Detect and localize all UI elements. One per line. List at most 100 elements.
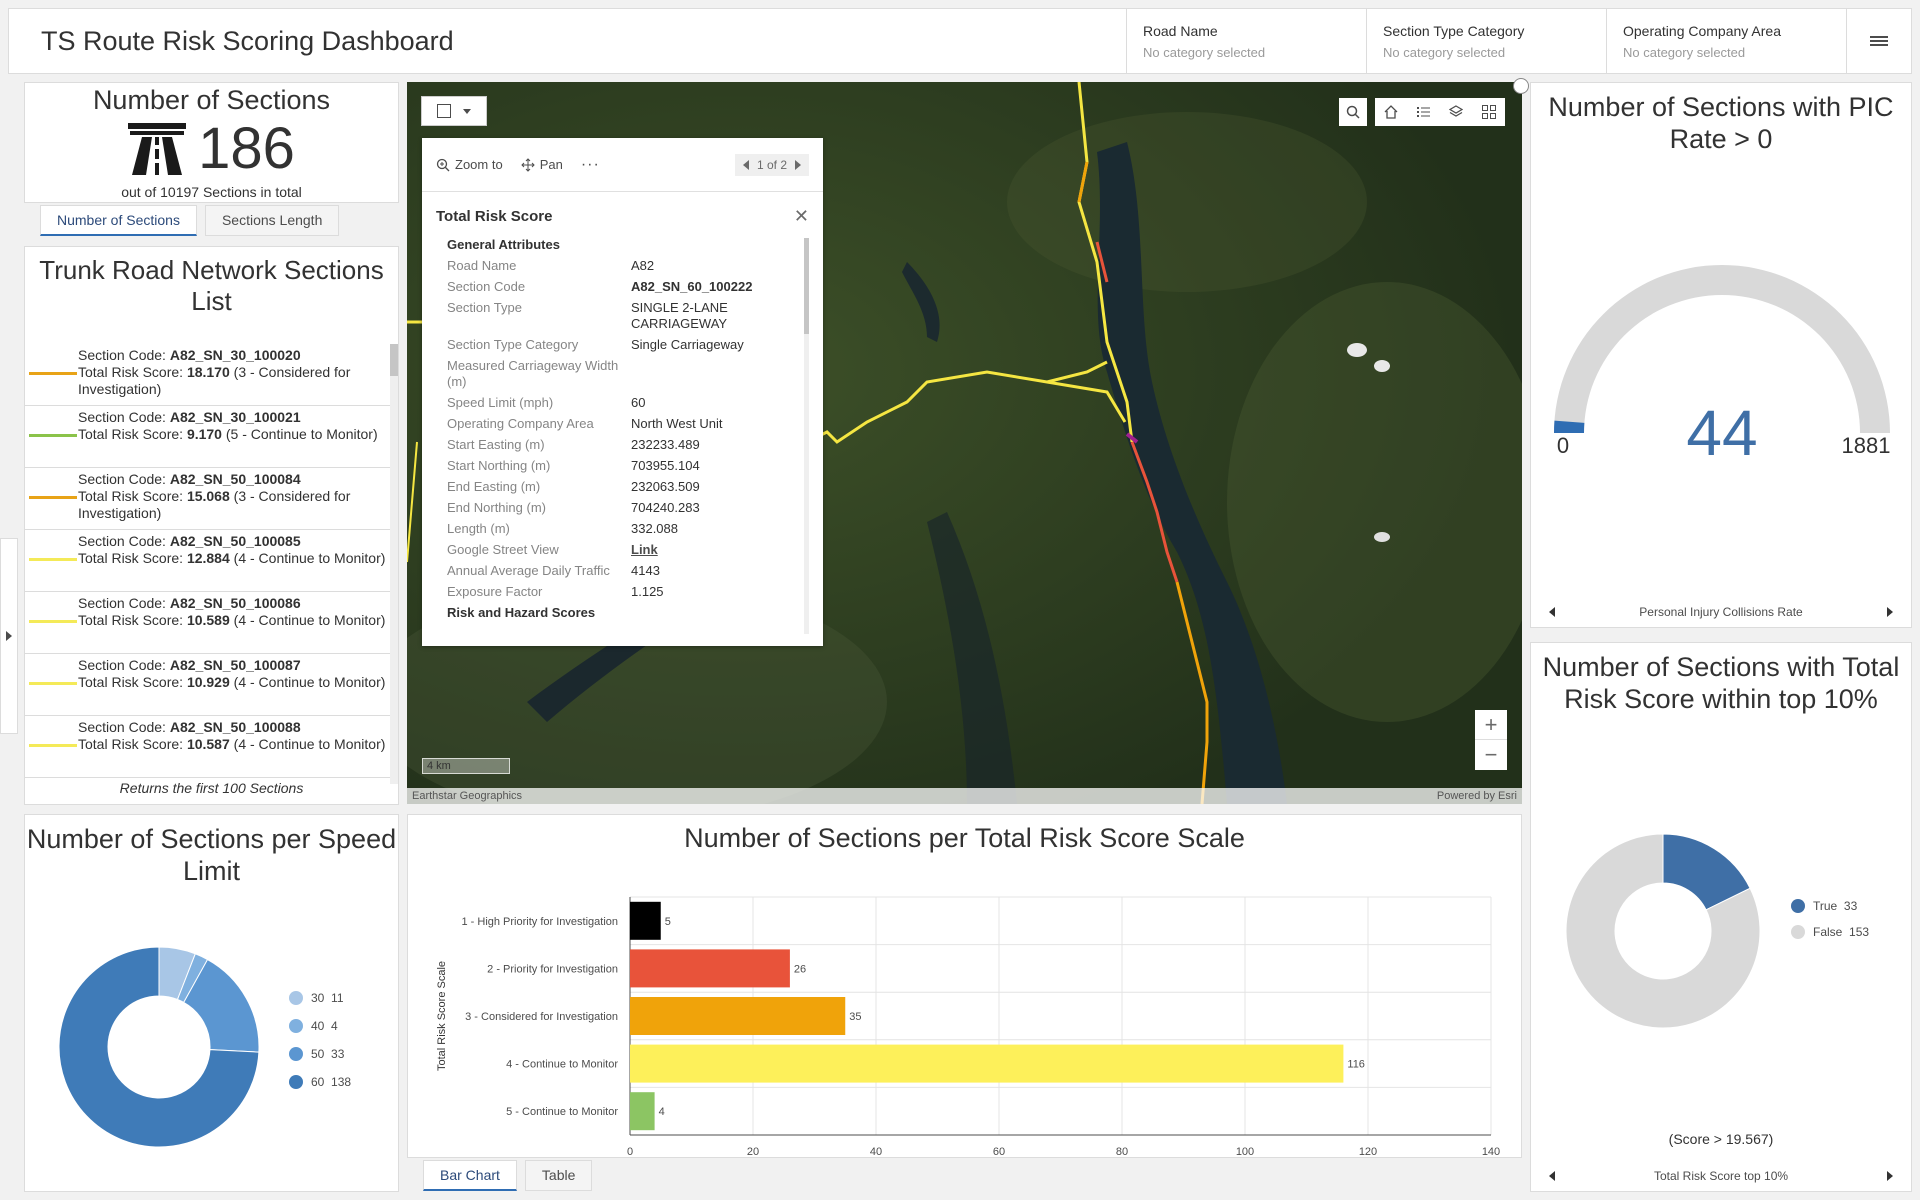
attribute-key: Measured Carriageway Width (m): [447, 358, 619, 389]
zoom-to-button[interactable]: Zoom to: [436, 157, 503, 172]
legend-item-speed-60[interactable]: 60 138: [289, 1075, 351, 1089]
attribute-value: 232233.489: [631, 437, 700, 452]
fullscreen-icon[interactable]: [1513, 78, 1529, 94]
legend-item-speed-50[interactable]: 50 33: [289, 1047, 351, 1061]
map-attribution: Earthstar Geographics Powered by Esri: [407, 788, 1522, 804]
pan-button[interactable]: Pan: [520, 157, 563, 172]
home-icon[interactable]: [1384, 105, 1398, 119]
zoom-in-icon: [436, 158, 450, 171]
list-item[interactable]: Section Code: A82_SN_50_100084 Total Risk…: [25, 468, 398, 530]
y-tick-label: 2 - Priority for Investigation: [487, 963, 618, 975]
section-code-line: Section Code: A82_SN_50_100088: [78, 719, 301, 735]
bar[interactable]: [630, 1092, 655, 1131]
list-title: Trunk Road Network Sections List: [39, 255, 384, 316]
section-code-line: Section Code: A82_SN_50_100084: [78, 471, 301, 487]
list-item[interactable]: Section Code: A82_SN_50_100086 Total Risk…: [25, 592, 398, 654]
legend-item-speed-40[interactable]: 40 4: [289, 1019, 351, 1033]
risk-color-swatch: [29, 620, 77, 623]
operating-company-selector[interactable]: Operating Company Area No category selec…: [1606, 9, 1846, 73]
risk-score-line: Total Risk Score: 10.587 (4 - Continue t…: [78, 736, 386, 752]
list-item[interactable]: Section Code: A82_SN_50_100088 Total Risk…: [25, 716, 398, 778]
x-tick-label: 100: [1236, 1146, 1254, 1155]
risk-color-swatch: [29, 372, 77, 375]
sections-indicator: Number of Sections 186 out of 10197 Sect…: [24, 82, 399, 203]
map-view[interactable]: Zoom to Pan ··· 1 of 2 Total Risk Score …: [407, 82, 1522, 804]
legend-item-false[interactable]: False 153: [1791, 925, 1869, 939]
zoom-in-button[interactable]: +: [1475, 710, 1507, 740]
list-scrollbar[interactable]: [390, 344, 398, 784]
close-icon[interactable]: ✕: [793, 206, 809, 226]
tab-number-of-sections[interactable]: Number of Sections: [40, 205, 197, 236]
bar[interactable]: [630, 1044, 1344, 1083]
chevron-left-icon[interactable]: [742, 159, 749, 170]
tab-sections-length[interactable]: Sections Length: [204, 205, 340, 236]
attribute-value: 232063.509: [631, 479, 700, 494]
x-tick-label: 60: [993, 1146, 1005, 1155]
zoom-out-button[interactable]: −: [1475, 740, 1507, 770]
search-button[interactable]: [1339, 98, 1367, 126]
basemap-gallery-icon[interactable]: [1481, 105, 1496, 119]
carousel-label: Total Risk Score top 10%: [1653, 1169, 1789, 1183]
section-type-value: No category selected: [1383, 44, 1506, 60]
search-icon: [1346, 105, 1360, 119]
legend-false-label: False: [1813, 925, 1843, 939]
attribute-row: Annual Average Daily Traffic 4143: [447, 563, 799, 579]
sections-list[interactable]: Section Code: A82_SN_30_100020 Total Risk…: [25, 344, 398, 784]
section-code-line: Section Code: A82_SN_30_100021: [78, 409, 301, 425]
carousel-prev-icon[interactable]: [1549, 1171, 1555, 1181]
donut-slice-60[interactable]: [58, 946, 260, 1148]
bar-value-label: 4: [659, 1106, 665, 1118]
y-axis-label: Total Risk Score Scale: [436, 961, 448, 1071]
section-type-label: Section Type Category: [1383, 22, 1525, 39]
layers-icon[interactable]: [1449, 105, 1464, 119]
bar[interactable]: [630, 997, 846, 1035]
more-options-icon[interactable]: ···: [580, 155, 600, 173]
bar-chart-tabs: Bar Chart Table: [423, 1160, 600, 1191]
road-name-selector[interactable]: Road Name No category selected: [1126, 9, 1366, 73]
zoom-to-label: Zoom to: [455, 157, 503, 172]
list-item[interactable]: Section Code: A82_SN_50_100085 Total Risk…: [25, 530, 398, 592]
list-item[interactable]: Section Code: A82_SN_30_100021 Total Risk…: [25, 406, 398, 468]
attribute-value: North West Unit: [631, 416, 723, 431]
attribution-left: Earthstar Geographics: [412, 790, 523, 802]
carousel-next-icon[interactable]: [1887, 1171, 1893, 1181]
bar[interactable]: [630, 949, 790, 988]
page-title: TS Route Risk Scoring Dashboard: [41, 25, 454, 56]
carousel-prev-icon[interactable]: [1549, 607, 1555, 617]
map-toolbar: [1375, 98, 1505, 126]
pager-text: 1 of 2: [756, 157, 787, 172]
carousel-next-icon[interactable]: [1887, 607, 1893, 617]
tab-table[interactable]: Table: [524, 1160, 593, 1191]
attribute-key: Exposure Factor: [447, 584, 543, 599]
attribute-key: Section Code: [447, 279, 526, 294]
attribute-row: Section Type Category Single Carriageway: [447, 337, 799, 353]
risk-scale-bar-chart: 0 20 40 60 80 100 120 140 1 - High Priority for …: [436, 896, 1500, 1155]
road-icon: [128, 123, 187, 175]
attribute-row: Section Type SINGLE 2-LANE CARRIAGEWAY: [447, 300, 799, 332]
street-view-link[interactable]: Link: [631, 542, 658, 557]
menu-button[interactable]: [1846, 9, 1911, 73]
list-item[interactable]: Section Code: A82_SN_30_100020 Total Risk…: [25, 344, 398, 406]
attribute-key: Length (m): [447, 521, 510, 536]
attribute-row: Measured Carriageway Width (m): [447, 358, 799, 390]
legend-list-icon[interactable]: [1416, 105, 1431, 119]
attribute-value: 332.088: [631, 521, 678, 536]
legend-item-true[interactable]: True 33: [1791, 899, 1869, 913]
donut-slice-False[interactable]: [1565, 833, 1761, 1029]
map-tool-menu[interactable]: [421, 96, 487, 126]
list-item[interactable]: Section Code: A82_SN_50_100087 Total Risk…: [25, 654, 398, 716]
legend-false-value: 153: [1849, 925, 1870, 939]
popup-scrollbar[interactable]: [804, 238, 809, 634]
indicator-subtitle: out of 10197 Sections in total: [121, 184, 302, 200]
top10-panel: Number of Sections with Total Risk Score…: [1530, 642, 1912, 1192]
bar[interactable]: [630, 901, 661, 940]
top10-legend: True 33 False 153: [1791, 899, 1869, 951]
tab-bar-chart[interactable]: Bar Chart: [423, 1160, 517, 1191]
legend-item-speed-30[interactable]: 30 11: [289, 991, 351, 1005]
side-panel-toggle[interactable]: [0, 538, 18, 734]
section-type-selector[interactable]: Section Type Category No category select…: [1366, 9, 1606, 73]
attribute-key: Section Type Category: [447, 337, 579, 352]
chevron-right-icon[interactable]: [795, 159, 801, 170]
speed-legend: 30 11 40 4 50 33 60 138: [289, 991, 351, 1103]
attribution-right: Powered by Esri: [1436, 790, 1517, 802]
